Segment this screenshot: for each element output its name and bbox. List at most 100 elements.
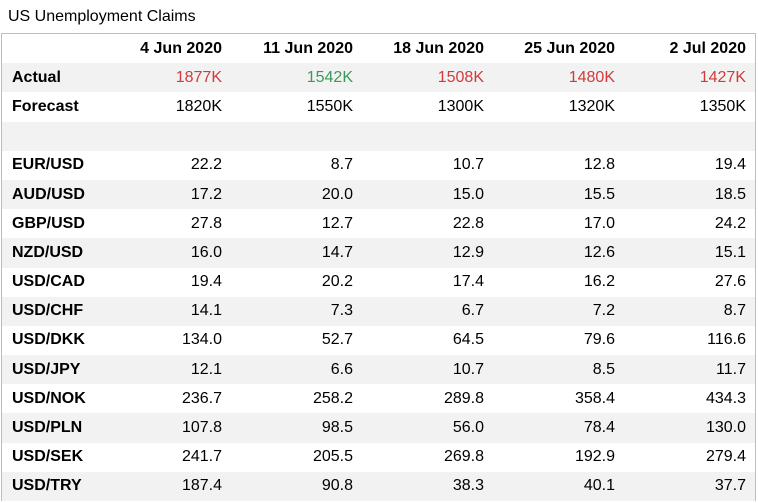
pair-value: 24.2 — [714, 214, 746, 232]
empty-cell — [362, 121, 493, 151]
pair-value: 12.9 — [362, 238, 493, 268]
spacer-row — [2, 121, 755, 151]
row-label: USD/NOK — [12, 389, 86, 407]
pair-value: 18.5 — [624, 179, 755, 210]
row-label: GBP/USD — [12, 214, 85, 232]
pair-value: 10.7 — [362, 355, 493, 385]
pair-value: 12.6 — [493, 238, 624, 268]
pair-value: 27.8 — [190, 214, 222, 232]
empty-cell — [2, 121, 100, 151]
column-header: 4 Jun 2020 — [100, 34, 231, 64]
empty-cell — [231, 121, 362, 151]
row-label: USD/CAD — [12, 273, 85, 291]
forecast-value: 1350K — [699, 97, 746, 115]
row-label: USD/CHF — [2, 296, 100, 326]
row-label: NZD/USD — [2, 238, 100, 268]
pair-value: 192.9 — [574, 448, 615, 466]
actual-value: 1877K — [100, 63, 231, 93]
forecast-value: 1550K — [306, 97, 353, 115]
forecast-value: 1320K — [568, 97, 615, 115]
pair-value: 8.7 — [624, 296, 755, 326]
pair-row: USD/PLN 107.8 98.5 56.0 78.4 130.0 — [2, 413, 755, 443]
pair-value: 130.0 — [624, 413, 755, 443]
pair-value: 187.4 — [100, 471, 231, 501]
pair-value: 17.2 — [100, 179, 231, 210]
pair-row: USD/TRY 187.4 90.8 38.3 40.1 37.7 — [2, 471, 755, 501]
actual-value: 1427K — [624, 63, 755, 93]
pair-value: 205.5 — [312, 448, 353, 466]
header-corner — [2, 34, 100, 64]
pair-value: 12.7 — [321, 214, 353, 232]
pair-value: 7.2 — [493, 296, 624, 326]
pair-row: USD/DKK 134.0 52.7 64.5 79.6 116.6 — [2, 326, 755, 355]
pair-value: 289.8 — [443, 389, 484, 407]
pair-value: 27.6 — [714, 273, 746, 291]
pair-value: 241.7 — [181, 448, 222, 466]
column-header: 11 Jun 2020 — [231, 34, 362, 64]
pair-row: USD/SEK 241.7 205.5 269.8 192.9 279.4 — [2, 443, 755, 472]
row-label: USD/SEK — [12, 448, 84, 466]
pair-value: 64.5 — [452, 331, 484, 349]
pair-row: AUD/USD 17.2 20.0 15.0 15.5 18.5 — [2, 179, 755, 210]
row-label: USD/TRY — [2, 471, 100, 501]
pair-value: 12.8 — [583, 156, 615, 174]
pair-row: GBP/USD 27.8 12.7 22.8 17.0 24.2 — [2, 209, 755, 238]
pair-value: 56.0 — [362, 413, 493, 443]
pair-value: 52.7 — [321, 331, 353, 349]
row-label: USD/PLN — [2, 413, 100, 443]
pair-value: 10.7 — [452, 156, 484, 174]
pair-value: 7.3 — [231, 296, 362, 326]
pair-value: 20.2 — [321, 273, 353, 291]
column-header: 18 Jun 2020 — [362, 34, 493, 64]
pair-value: 8.5 — [493, 355, 624, 385]
actual-value: 1480K — [493, 63, 624, 93]
pair-value: 358.4 — [574, 389, 615, 407]
pair-row: EUR/USD 22.2 8.7 10.7 12.8 19.4 — [2, 151, 755, 180]
row-label: AUD/USD — [2, 179, 100, 210]
pair-value: 15.5 — [493, 179, 624, 210]
actual-value: 1508K — [362, 63, 493, 93]
actual-row: Actual 1877K 1542K 1508K 1480K 1427K — [2, 63, 755, 93]
pair-value: 22.8 — [452, 214, 484, 232]
pair-value: 116.6 — [707, 331, 746, 349]
pair-value: 78.4 — [493, 413, 624, 443]
pair-value: 19.4 — [190, 273, 222, 291]
pair-row: USD/CAD 19.4 20.2 17.4 16.2 27.6 — [2, 268, 755, 297]
table-body: 4 Jun 2020 11 Jun 2020 18 Jun 2020 25 Jun 2… — [2, 34, 755, 501]
pair-row: USD/CHF 14.1 7.3 6.7 7.2 8.7 — [2, 296, 755, 326]
row-label: USD/JPY — [2, 355, 100, 385]
pair-value: 434.3 — [705, 389, 746, 407]
pair-value: 15.0 — [362, 179, 493, 210]
pair-value: 134.0 — [181, 331, 222, 349]
pair-value: 38.3 — [362, 471, 493, 501]
empty-cell — [493, 121, 624, 151]
header-row: 4 Jun 2020 11 Jun 2020 18 Jun 2020 25 Jun 2… — [2, 34, 755, 64]
forecast-value: 1300K — [437, 97, 484, 115]
pair-value: 40.1 — [493, 471, 624, 501]
pair-value: 14.1 — [100, 296, 231, 326]
empty-cell — [100, 121, 231, 151]
table-title: US Unemployment Claims — [8, 8, 196, 25]
row-label: Actual — [2, 63, 100, 93]
pair-row: NZD/USD 16.0 14.7 12.9 12.6 15.1 — [2, 238, 755, 268]
pair-value: 11.7 — [624, 355, 755, 385]
pair-value: 15.1 — [624, 238, 755, 268]
pair-value: 16.2 — [583, 273, 615, 291]
pair-value: 258.2 — [312, 389, 353, 407]
pair-row: USD/NOK 236.7 258.2 289.8 358.4 434.3 — [2, 384, 755, 413]
column-header: 2 Jul 2020 — [624, 34, 755, 64]
forecast-row: Forecast 1820K 1550K 1300K 1320K 1350K — [2, 92, 755, 121]
column-header: 25 Jun 2020 — [493, 34, 624, 64]
pair-value: 12.1 — [100, 355, 231, 385]
forecast-value: 1820K — [175, 97, 222, 115]
pair-value: 8.7 — [330, 156, 353, 174]
pair-value: 107.8 — [100, 413, 231, 443]
pair-value: 269.8 — [443, 448, 484, 466]
pair-value: 90.8 — [231, 471, 362, 501]
pair-value: 17.4 — [452, 273, 484, 291]
actual-value: 1542K — [231, 63, 362, 93]
pair-value: 37.7 — [624, 471, 755, 501]
row-label: EUR/USD — [12, 156, 85, 174]
pair-value: 79.6 — [583, 331, 615, 349]
pair-value: 98.5 — [231, 413, 362, 443]
